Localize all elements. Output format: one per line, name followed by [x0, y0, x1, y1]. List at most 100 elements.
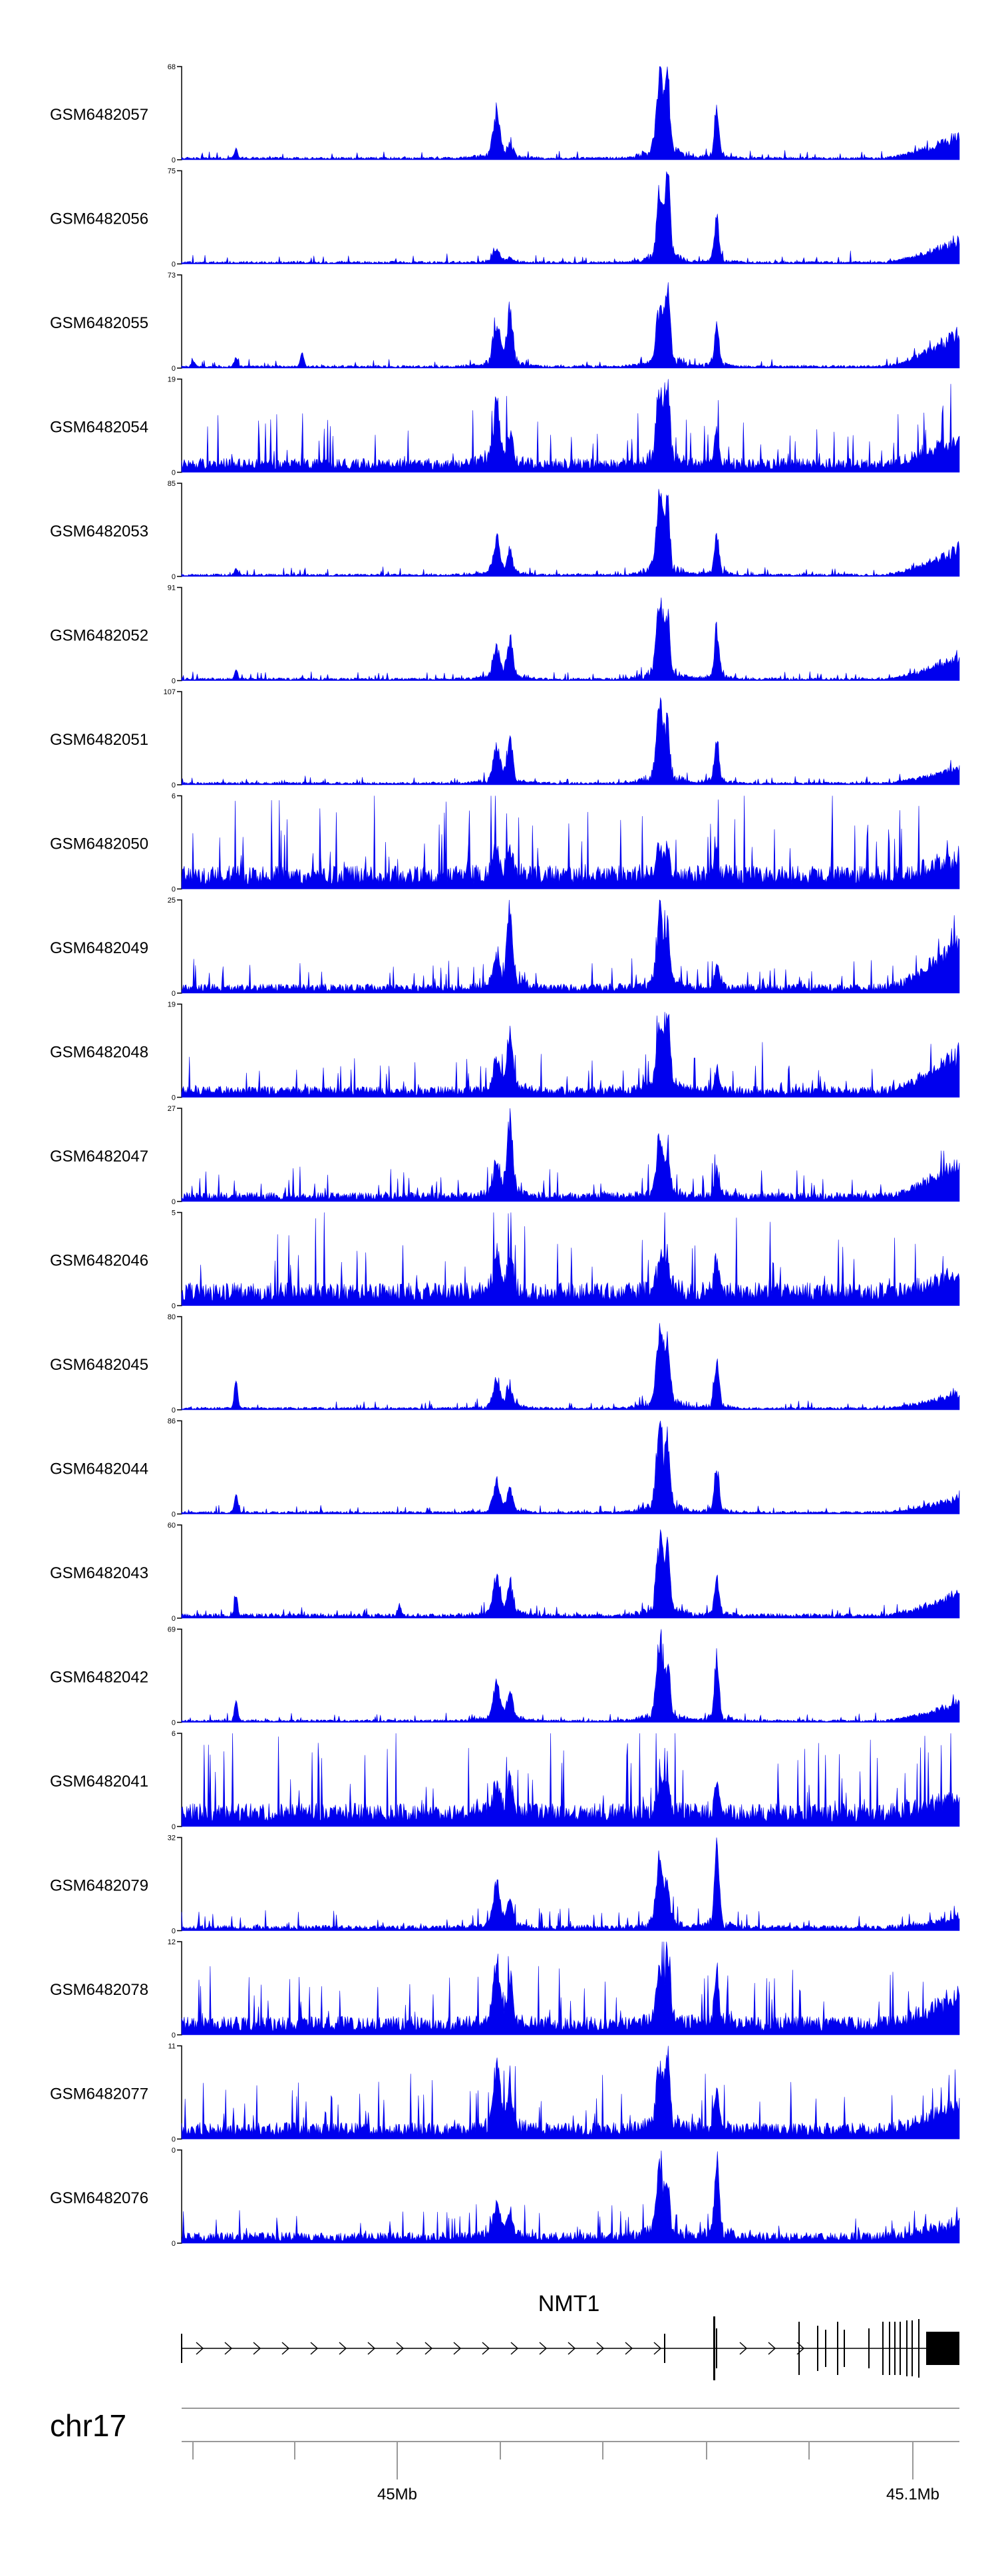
y-axis	[177, 1836, 182, 1932]
track-label: GSM6482044	[50, 1460, 148, 1478]
axis-ticks	[192, 2442, 914, 2479]
y-zero-label: 0	[172, 781, 176, 789]
track-label: GSM6482047	[50, 1148, 148, 1166]
y-axis	[177, 1628, 182, 1723]
gene-exon	[906, 2320, 908, 2376]
y-zero-label: 0	[172, 573, 176, 581]
coverage-area	[181, 2150, 960, 2244]
coverage-area	[181, 795, 960, 889]
gene-exon	[889, 2322, 890, 2375]
track-label: GSM6482056	[50, 210, 148, 228]
y-max-label: 12	[168, 1938, 176, 1946]
track-label: GSM6482078	[50, 1981, 148, 1999]
strand-arrow	[739, 2342, 748, 2355]
coverage-area	[181, 2045, 960, 2139]
coverage-area	[181, 171, 960, 264]
y-max-label: 73	[168, 272, 176, 280]
y-max-label: 11	[168, 2043, 176, 2051]
y-axis	[177, 1733, 182, 1827]
chromosome-axis: chr17 45Mb 45.1Mb	[50, 2408, 959, 2503]
y-axis	[177, 483, 182, 577]
gene-utr-block	[926, 2332, 959, 2365]
strand-arrow	[396, 2342, 405, 2355]
y-zero-label: 0	[172, 469, 176, 477]
track-label: GSM6482051	[50, 731, 148, 749]
track-label: GSM6482079	[50, 1877, 148, 1895]
gene-model-nmt1	[181, 2316, 959, 2380]
strand-arrow	[367, 2342, 376, 2355]
y-axis	[177, 274, 182, 369]
y-max-label: 86	[168, 1418, 176, 1426]
track-GSM6482046: GSM6482046 5 0	[50, 1209, 960, 1311]
strand-arrow	[424, 2342, 433, 2355]
strand-arrow	[253, 2342, 261, 2355]
track-GSM6482047: GSM6482047 27 0	[50, 1105, 960, 1206]
strand-arrow	[281, 2342, 290, 2355]
gene-exon	[894, 2322, 896, 2375]
y-zero-label: 0	[172, 156, 176, 164]
track-label: GSM6482054	[50, 419, 148, 437]
chromosome-label: chr17	[50, 2408, 126, 2443]
gene-exon	[716, 2328, 717, 2368]
coverage-area	[181, 1420, 960, 1514]
y-axis	[177, 1941, 182, 2036]
strand-arrow	[653, 2342, 662, 2355]
track-GSM6482050: GSM6482050 6 0	[50, 793, 960, 894]
gene-exon	[837, 2322, 838, 2375]
track-GSM6482078: GSM6482078 12 0	[50, 1938, 960, 2039]
track-GSM6482055: GSM6482055 73 0	[50, 272, 960, 373]
y-max-label: 32	[168, 1834, 176, 1842]
y-zero-label: 0	[172, 261, 176, 269]
track-GSM6482053: GSM6482053 85 0	[50, 480, 960, 581]
gene-exon	[798, 2322, 800, 2375]
track-GSM6482052: GSM6482052 91 0	[50, 584, 960, 686]
track-GSM6482048: GSM6482048 19 0	[50, 1001, 960, 1102]
strand-arrow	[196, 2342, 204, 2355]
y-axis	[177, 586, 182, 682]
y-zero-label: 0	[172, 1198, 176, 1206]
y-zero-label: 0	[172, 2032, 176, 2039]
y-zero-label: 0	[172, 1406, 176, 1414]
coverage-area	[181, 1212, 960, 1306]
y-axis	[177, 1316, 182, 1410]
track-label: GSM6482049	[50, 939, 148, 957]
track-label: GSM6482050	[50, 835, 148, 853]
y-max-label: 19	[168, 1001, 176, 1009]
y-zero-label: 0	[172, 990, 176, 998]
y-zero-label: 0	[172, 365, 176, 373]
coverage-area	[181, 66, 960, 160]
y-zero-label: 0	[172, 886, 176, 894]
track-GSM6482079: GSM6482079 32 0	[50, 1834, 960, 1936]
y-zero-label: 0	[172, 1303, 176, 1311]
gene-exon	[817, 2326, 818, 2371]
gene-exon	[912, 2320, 913, 2376]
y-zero-label: 0	[172, 678, 176, 686]
track-GSM6482041: GSM6482041 6 0	[50, 1730, 960, 1831]
y-axis	[177, 1108, 182, 1202]
y-zero-label: 0	[172, 2136, 176, 2144]
gene-exon	[918, 2319, 919, 2378]
y-max-label: 91	[168, 584, 176, 592]
coverage-area	[181, 1108, 960, 1202]
y-zero-label: 0	[172, 1615, 176, 1623]
coverage-area	[181, 489, 960, 577]
track-label: GSM6482077	[50, 2085, 148, 2103]
track-label: GSM6482045	[50, 1356, 148, 1374]
track-GSM6482056: GSM6482056 75 0	[50, 168, 960, 269]
gene-exon	[900, 2322, 901, 2375]
coverage-area	[181, 899, 960, 994]
y-max-label: 6	[172, 793, 176, 801]
coverage-area	[181, 1012, 960, 1098]
y-axis	[177, 795, 182, 890]
strand-arrow	[339, 2342, 347, 2355]
y-max-label: 60	[168, 1522, 176, 1530]
track-label: GSM6482048	[50, 1044, 148, 1062]
track-GSM6482077: GSM6482077 11 0	[50, 2043, 960, 2144]
track-label: GSM6482076	[50, 2189, 148, 2207]
y-axis	[177, 899, 182, 994]
y-max-label: 80	[168, 1313, 176, 1321]
coverage-area	[181, 1733, 960, 1827]
y-zero-label: 0	[172, 2240, 176, 2248]
y-axis	[177, 2045, 182, 2140]
